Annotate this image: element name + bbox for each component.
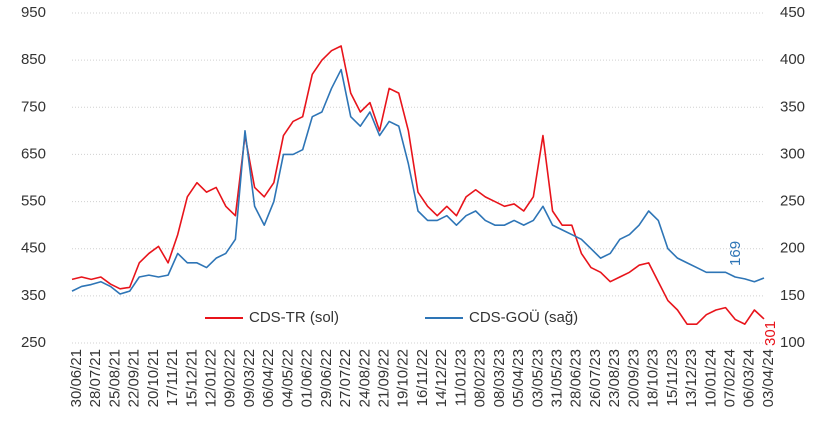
y2-tick-label: 300	[780, 145, 805, 162]
x-tick-label: 28/06/23	[568, 349, 585, 407]
x-tick-label: 19/10/22	[395, 349, 412, 407]
series-line	[71, 68, 765, 295]
x-tick-label: 06/04/22	[260, 349, 277, 407]
y-tick-label: 450	[21, 240, 46, 257]
legend-bg	[201, 307, 371, 329]
x-tick-label: 30/06/21	[68, 349, 85, 407]
x-tick-label: 23/08/23	[606, 349, 623, 407]
series-line	[71, 45, 765, 325]
x-tick-label: 04/05/22	[279, 349, 296, 407]
x-tick-label: 01/06/22	[299, 349, 316, 407]
x-tick-label: 06/03/24	[741, 349, 758, 407]
y-tick-label: 750	[21, 98, 46, 115]
x-tick-label: 17/11/21	[164, 349, 181, 406]
y-tick-label: 950	[21, 4, 46, 21]
data-label: 301	[762, 321, 779, 346]
y2-tick-label: 100	[780, 334, 805, 351]
x-tick-label: 21/09/22	[376, 349, 393, 407]
x-tick-label: 03/04/24	[760, 349, 777, 407]
x-tick-label: 31/05/23	[549, 349, 566, 407]
y-tick-label: 250	[21, 334, 46, 351]
x-tick-label: 15/11/23	[664, 349, 681, 406]
x-tick-label: 10/01/24	[702, 349, 719, 407]
x-tick-label: 29/06/22	[318, 349, 335, 407]
x-tick-label: 15/12/21	[183, 349, 200, 407]
y-tick-label: 350	[21, 287, 46, 304]
x-tick-label: 16/11/22	[414, 349, 431, 406]
x-tick-label: 11/01/23	[452, 349, 469, 406]
y2-tick-label: 200	[780, 240, 805, 257]
y2-tick-label: 250	[780, 193, 805, 210]
x-tick-label: 08/02/23	[472, 349, 489, 407]
y-tick-label: 850	[21, 51, 46, 68]
y2-tick-label: 350	[780, 98, 805, 115]
x-tick-label: 03/05/23	[529, 349, 546, 407]
y-tick-label: 650	[21, 145, 46, 162]
x-tick-label: 22/09/21	[126, 349, 143, 407]
x-tick-label: 28/07/21	[87, 349, 104, 407]
legend-label: CDS-TR (sol)	[249, 309, 339, 326]
x-tick-label: 05/04/23	[510, 349, 527, 407]
x-tick-label: 12/01/22	[203, 349, 220, 407]
x-tick-label: 25/08/21	[106, 349, 123, 407]
data-label: 169	[727, 241, 744, 266]
y-tick-label: 550	[21, 193, 46, 210]
y2-tick-label: 450	[780, 4, 805, 21]
legend-label: CDS-GOÜ (sağ)	[469, 308, 578, 326]
x-tick-label: 13/12/23	[683, 349, 700, 407]
x-tick-label: 18/10/23	[645, 349, 662, 407]
y2-tick-label: 150	[780, 287, 805, 304]
y2-tick-label: 400	[780, 51, 805, 68]
x-tick-label: 20/10/21	[145, 349, 162, 407]
x-tick-label: 09/02/22	[222, 349, 239, 407]
x-tick-label: 27/07/22	[337, 349, 354, 407]
x-tick-label: 26/07/23	[587, 349, 604, 407]
x-tick-label: 14/12/22	[433, 349, 450, 407]
x-tick-label: 08/03/23	[491, 349, 508, 407]
x-tick-label: 07/02/24	[722, 349, 739, 407]
x-tick-label: 20/09/23	[625, 349, 642, 407]
x-tick-label: 09/03/22	[241, 349, 258, 407]
x-tick-label: 24/08/22	[356, 349, 373, 407]
legend-bg	[421, 307, 621, 329]
